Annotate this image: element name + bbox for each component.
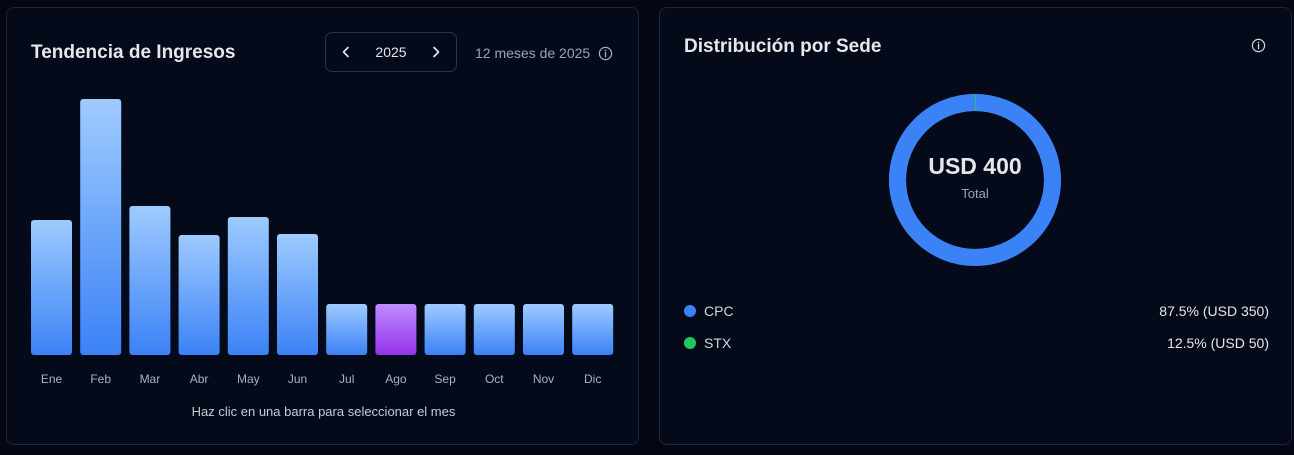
chevron-right-icon xyxy=(433,46,440,58)
legend-dot-cpc xyxy=(684,305,696,317)
previous-year-button[interactable] xyxy=(338,44,354,60)
legend-value-cpc: 87.5% (USD 350) xyxy=(1159,303,1269,319)
x-tick-label: May xyxy=(237,372,260,386)
bar-ago[interactable] xyxy=(375,304,417,355)
bar-ene[interactable] xyxy=(31,220,72,355)
donut-total-value: USD 400 xyxy=(928,153,1022,179)
period-label: 12 meses de 2025 xyxy=(475,45,591,61)
legend-name-cpc: CPC xyxy=(704,303,734,319)
distribution-donut-chart: USD 400 Total xyxy=(889,94,1061,266)
bar-nov[interactable] xyxy=(523,304,564,355)
donut-ring xyxy=(889,94,1061,266)
distribution-card: Distribución por Sede USD 400 Total CPC … xyxy=(659,7,1292,445)
legend-row-stx: STX 12.5% (USD 50) xyxy=(684,333,1269,353)
bar-jul[interactable] xyxy=(326,304,368,355)
bar-dic[interactable] xyxy=(572,304,614,355)
x-tick-label: Jul xyxy=(339,372,354,386)
x-tick-label: Ago xyxy=(385,372,407,386)
year-picker: 2025 xyxy=(325,32,457,72)
legend-dot-stx xyxy=(684,337,696,349)
bar-oct[interactable] xyxy=(473,304,515,355)
x-tick-label: Ene xyxy=(41,372,63,386)
x-tick-label: Oct xyxy=(485,372,504,386)
info-icon[interactable] xyxy=(598,46,613,61)
bar-jun[interactable] xyxy=(277,234,318,355)
bar-sep[interactable] xyxy=(424,304,466,355)
donut-total-label: Total xyxy=(961,186,989,201)
bar-feb[interactable] xyxy=(80,99,122,355)
chevron-left-icon xyxy=(342,46,349,58)
distribution-title: Distribución por Sede xyxy=(684,36,882,57)
year-value: 2025 xyxy=(375,44,407,60)
revenue-bar-chart: Ene Feb Mar Abr May Jun Jul Ago Sep Oct Nov Dic xyxy=(31,99,614,386)
x-tick-label: Sep xyxy=(434,372,456,386)
bar-abr[interactable] xyxy=(178,235,220,355)
next-year-button[interactable] xyxy=(428,44,444,60)
legend-name-stx: STX xyxy=(704,335,732,351)
bar-mar[interactable] xyxy=(129,206,171,355)
period-info: 12 meses de 2025 xyxy=(475,45,613,61)
x-tick-label: Feb xyxy=(90,372,111,386)
legend-value-stx: 12.5% (USD 50) xyxy=(1167,335,1269,351)
x-tick-label: Mar xyxy=(140,372,161,386)
x-tick-label: Dic xyxy=(584,372,601,386)
chart-hint: Haz clic en una barra para seleccionar e… xyxy=(191,404,456,419)
legend-row-cpc: CPC 87.5% (USD 350) xyxy=(684,301,1269,321)
info-icon[interactable] xyxy=(1251,38,1266,53)
revenue-trend-card: Tendencia de Ingresos 2025 12 meses de 2… xyxy=(6,7,639,445)
x-tick-label: Nov xyxy=(533,372,554,386)
bar-may[interactable] xyxy=(227,217,269,355)
x-tick-label: Abr xyxy=(190,372,209,386)
x-tick-label: Jun xyxy=(288,372,307,386)
revenue-trend-title: Tendencia de Ingresos xyxy=(31,42,236,63)
